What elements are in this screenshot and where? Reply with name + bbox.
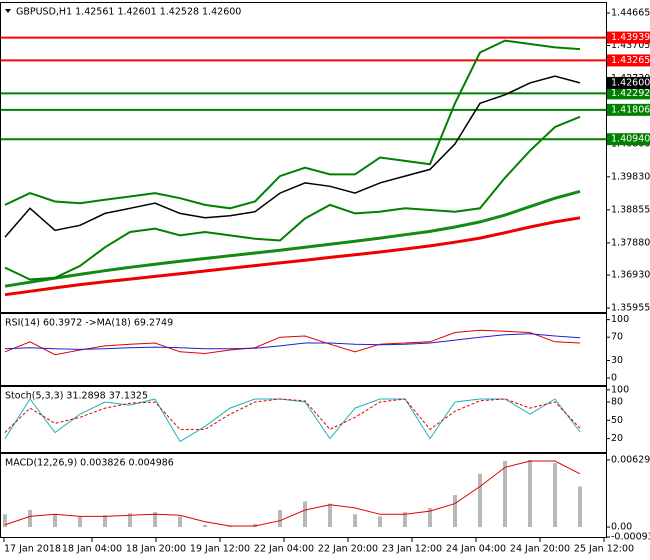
x-tick-label: 18 Jan 04:00 <box>62 544 122 555</box>
histogram-bar <box>253 523 257 528</box>
histogram-bar <box>403 512 407 528</box>
x-tick-label: 22 Jan 04:00 <box>254 544 314 555</box>
panel-frame <box>0 313 607 386</box>
y-tick-label: 1.43705 <box>611 40 650 51</box>
x-tick-label: 25 Jan 12:00 <box>574 544 634 555</box>
series-line <box>4 398 581 433</box>
histogram-bar <box>528 459 532 528</box>
level-box <box>607 54 650 67</box>
x-tick-label: 22 Jan 20:00 <box>318 544 378 555</box>
series-line <box>4 39 581 210</box>
panel-title: RSI(14) 60.3972 ->MA(18) 69.2749 <box>5 318 173 329</box>
panel-title: MACD(12,26,9) 0.003826 0.004986 <box>5 458 174 469</box>
histogram-bar <box>328 503 332 528</box>
histogram-bar <box>453 495 457 528</box>
panel-title: GBPUSD,H1 1.42561 1.42601 1.42528 1.4260… <box>16 7 241 18</box>
series-line <box>4 460 581 527</box>
series-line <box>4 329 581 356</box>
y-tick-label: 20 <box>611 433 623 444</box>
histogram-bar <box>3 514 7 528</box>
x-tick-label: 24 Jan 04:00 <box>446 544 506 555</box>
series-line <box>4 333 581 350</box>
panel-frame <box>0 453 607 538</box>
series-line <box>4 398 581 443</box>
histogram-bar <box>153 512 157 528</box>
level-box <box>607 31 650 44</box>
level-box <box>607 133 650 146</box>
histogram-bar <box>228 525 232 528</box>
histogram-bar <box>378 516 382 528</box>
level-box <box>607 87 650 100</box>
y-tick-label: -0.000934 <box>611 532 650 543</box>
histogram-bar <box>278 509 282 528</box>
price-box <box>607 76 650 89</box>
histogram-bar <box>128 513 132 528</box>
series-line <box>4 216 581 297</box>
level-label: 1.43939 <box>611 32 650 43</box>
histogram-bar <box>53 514 57 528</box>
histogram-bar <box>578 486 582 528</box>
series-line <box>4 75 581 238</box>
y-tick-label: 1.36930 <box>611 270 650 281</box>
panel-frame <box>0 386 607 453</box>
histogram-bar <box>103 515 107 528</box>
price-label: 1.42600 <box>611 77 650 88</box>
y-tick-label: 1.35955 <box>611 303 650 314</box>
histogram-bar <box>478 473 482 528</box>
level-label: 1.43265 <box>611 55 650 66</box>
y-tick-label: 0 <box>611 373 617 384</box>
panel-frame <box>0 2 607 313</box>
x-tick-label: 17 Jan 2018 <box>4 544 61 555</box>
level-label: 1.42292 <box>611 88 650 99</box>
x-tick-label: 19 Jan 12:00 <box>190 544 250 555</box>
y-tick-label: 30 <box>611 355 623 366</box>
x-tick-label: 18 Jan 20:00 <box>126 544 186 555</box>
y-tick-label: 80 <box>611 397 623 408</box>
series-line <box>4 189 581 288</box>
y-tick-label: 70 <box>611 332 623 343</box>
series-line <box>4 115 581 281</box>
y-tick-label: 1.38855 <box>611 204 650 215</box>
x-tick-label: 23 Jan 12:00 <box>382 544 442 555</box>
y-tick-label: 0.006298 <box>611 454 650 465</box>
histogram-bar <box>353 514 357 528</box>
y-tick-label: 100 <box>611 384 629 395</box>
y-tick-label: 50 <box>611 415 623 426</box>
menu-arrow <box>5 9 11 13</box>
y-tick-label: 1.44665 <box>611 7 650 18</box>
y-tick-label: 1.37880 <box>611 237 650 248</box>
x-tick-label: 24 Jan 20:00 <box>510 544 570 555</box>
histogram-bar <box>203 524 207 528</box>
y-tick-label: 0.00 <box>611 522 632 533</box>
histogram-bar <box>553 463 557 528</box>
histogram-bar <box>78 516 82 528</box>
histogram-bar <box>503 460 507 528</box>
level-box <box>607 103 650 116</box>
panel-title: Stoch(5,3,3) 31.2898 37.1325 <box>5 391 148 402</box>
histogram-bar <box>178 516 182 528</box>
y-tick-label: 100 <box>611 314 629 325</box>
y-tick-label: 1.39830 <box>611 171 650 182</box>
histogram-bar <box>303 501 307 528</box>
level-label: 1.40940 <box>611 134 650 145</box>
histogram-bar <box>28 509 32 528</box>
histogram-bar <box>428 507 432 528</box>
level-label: 1.41806 <box>611 104 650 115</box>
